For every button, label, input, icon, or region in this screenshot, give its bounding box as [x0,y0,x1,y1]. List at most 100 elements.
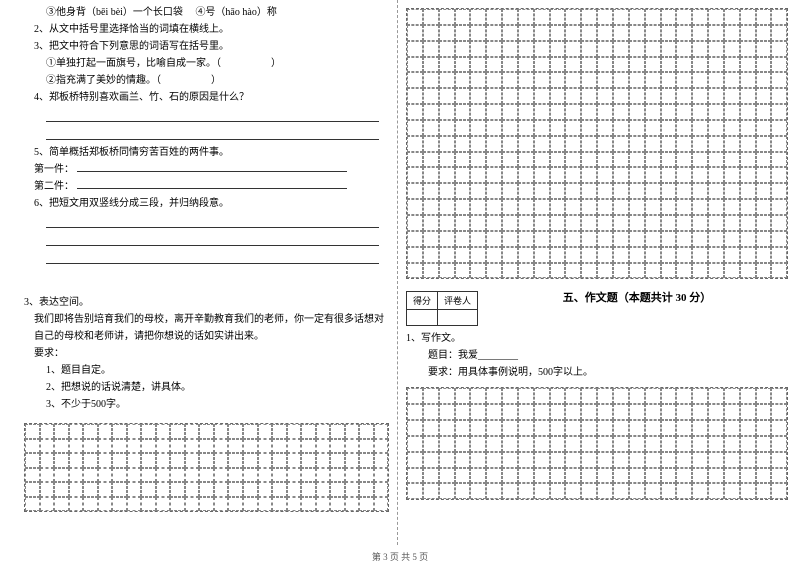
grid-cell [455,41,471,57]
grid-cell [486,41,502,57]
grid-cell [708,136,724,152]
grid-cell [581,88,597,104]
blank-q4-2 [46,126,379,140]
grid-cell [423,183,439,199]
grid-cell [708,263,724,279]
grid-cell [156,482,171,497]
grid-cell [439,88,455,104]
grid-cell [740,247,756,263]
grid-cell [597,120,613,136]
grid-cell [534,231,550,247]
grid-cell [692,247,708,263]
grid-cell [502,57,518,73]
grid-cell [676,104,692,120]
q3-2: ②指充满了美妙的情趣。（ ） [24,72,389,89]
grid-cell [756,88,772,104]
grid-cell [407,263,423,279]
grid-cell [455,452,471,468]
grid-cell [243,439,258,454]
grid-cell [645,452,661,468]
grid-cell [455,483,471,499]
grid-cell [359,439,374,454]
grid-cell [502,436,518,452]
grid-cell [724,404,740,420]
grid-cell [214,497,229,512]
grid-cell [423,247,439,263]
grid-cell [676,9,692,25]
grid-cell [407,404,423,420]
grid-cell [439,41,455,57]
grid-cell [692,152,708,168]
grid-cell [534,88,550,104]
grid-cell [455,388,471,404]
grid-cell [301,468,316,483]
grid-cell [502,231,518,247]
grid-cell [724,199,740,215]
grid-cell [740,420,756,436]
grid-cell [486,199,502,215]
q1-part3: ③他身背（bēi bèi）一个长口袋 [46,7,183,18]
grid-cell [470,436,486,452]
grid-cell [581,436,597,452]
grid-cell [439,57,455,73]
grid-cell [645,152,661,168]
grid-cell [708,247,724,263]
grid-cell [692,388,708,404]
grid-cell [502,88,518,104]
grid-cell [613,136,629,152]
grid-cell [740,263,756,279]
grid-cell [439,199,455,215]
grid-cell [301,439,316,454]
grid-cell [565,420,581,436]
grid-cell [316,424,331,439]
grid-cell [455,183,471,199]
grid-cell [629,41,645,57]
grid-cell [518,104,534,120]
grid-cell [330,482,345,497]
grid-cell [724,120,740,136]
grid-cell [345,439,360,454]
grid-cell [740,57,756,73]
grid-cell [724,167,740,183]
grid-cell [502,183,518,199]
essay-q1: 1、写作文。 [406,330,788,347]
grid-cell [629,183,645,199]
grid-cell [613,152,629,168]
grid-cell [740,231,756,247]
grid-cell [316,453,331,468]
q5-2-blank [77,179,347,189]
grid-cell [771,167,787,183]
grid-cell [645,167,661,183]
grid-cell [550,452,566,468]
grid-cell [534,468,550,484]
grid-cell [98,424,113,439]
grid-cell [185,482,200,497]
q5-2-label: 第二件： [34,181,74,192]
grid-cell [316,439,331,454]
grid-cell [756,199,772,215]
grid-cell [708,199,724,215]
section5-title: 五、作文题（本题共计 30 分） [486,289,788,305]
grid-cell [407,388,423,404]
grid-cell [287,482,302,497]
grid-cell [455,25,471,41]
grid-cell [486,120,502,136]
grid-cell [708,72,724,88]
grid-cell [407,199,423,215]
grid-cell [470,199,486,215]
grid-cell [740,436,756,452]
grid-cell [439,9,455,25]
grid-cell [69,453,84,468]
grid-cell [40,424,55,439]
grid-cell [645,57,661,73]
grid-cell [708,483,724,499]
grid-cell [54,482,69,497]
grid-cell [661,136,677,152]
grid-cell [287,424,302,439]
grid-cell [345,424,360,439]
grid-cell [597,199,613,215]
grid-cell [581,183,597,199]
grid-cell [98,468,113,483]
grid-cell [439,25,455,41]
grid-cell [423,72,439,88]
